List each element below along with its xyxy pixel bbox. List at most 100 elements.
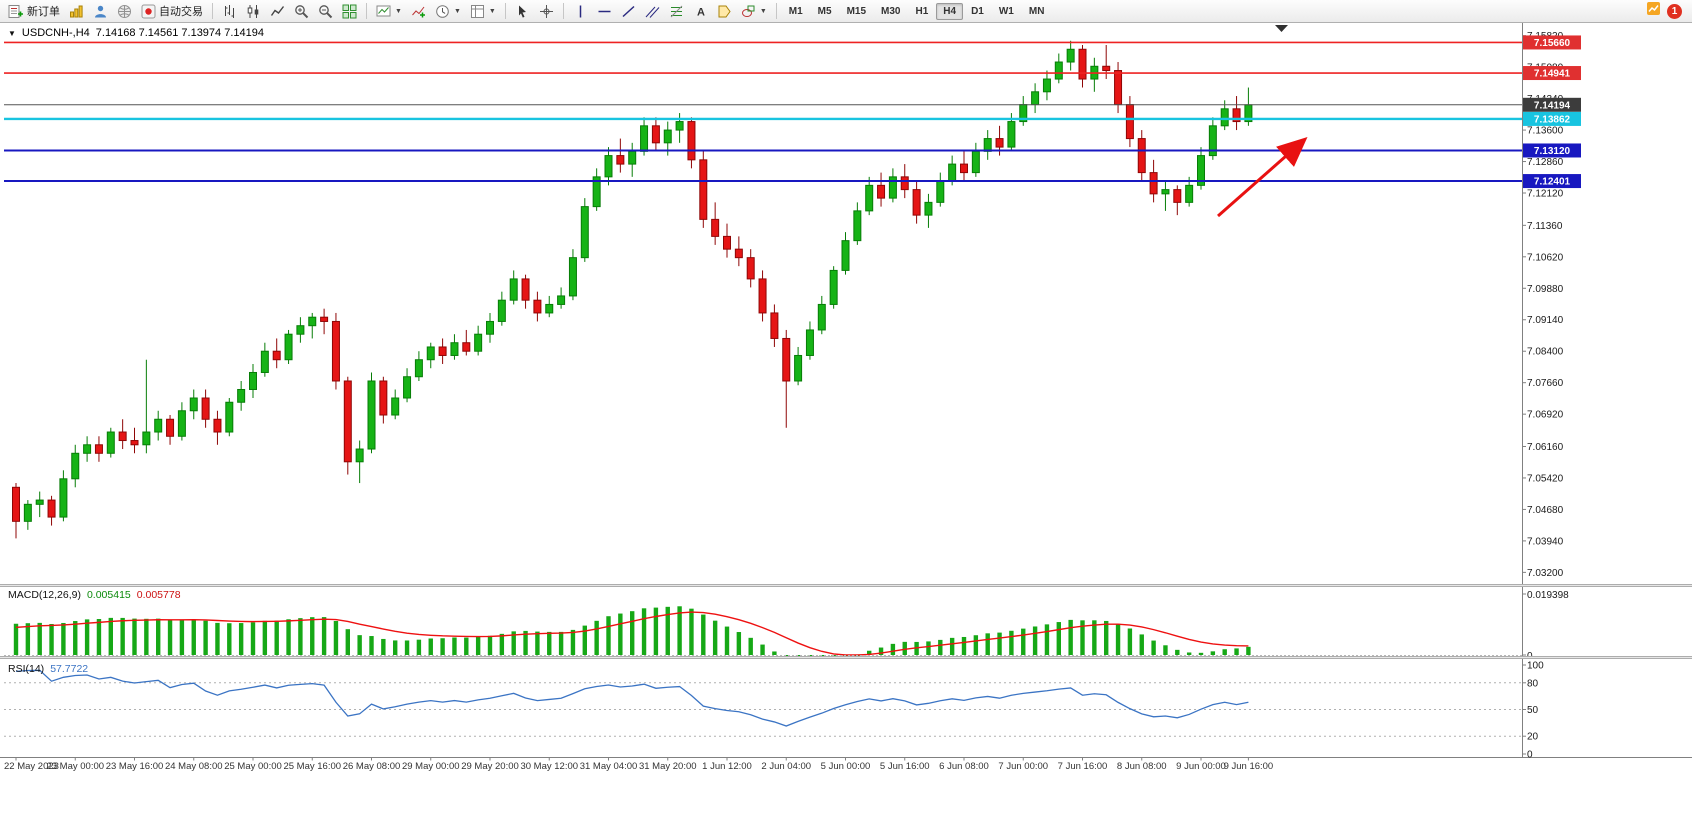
chevron-down-icon: ▼ [395,7,402,15]
crosshair-tool-button[interactable] [535,1,558,22]
horizontal-line-tool-button[interactable] [593,1,616,22]
new-order-button[interactable]: 新订单 [4,1,64,22]
zoom-out-button[interactable] [314,1,337,22]
svg-text:31 May 20:00: 31 May 20:00 [639,761,697,772]
chevron-down-icon: ▼ [488,7,496,15]
svg-text:2 Jun 04:00: 2 Jun 04:00 [761,761,811,772]
indicators-button[interactable] [407,1,430,22]
shapes-tool-button[interactable]: ▼ [737,1,771,22]
svg-text:7.13600: 7.13600 [1527,126,1564,137]
profile-button[interactable] [89,1,112,22]
new-order-label: 新订单 [27,6,60,18]
svg-text:7.09140: 7.09140 [1527,315,1564,326]
autotrading-button[interactable]: 自动交易 [137,1,207,22]
vertical-line-tool-button[interactable] [569,1,592,22]
new-chart-icon [376,4,391,19]
macd-signal-line [15,611,1249,656]
timeframe-w1[interactable]: W1 [998,5,1014,17]
tile-windows-button[interactable] [338,1,361,22]
svg-text:29 May 20:00: 29 May 20:00 [461,761,519,772]
timeframe-h4[interactable]: H4 [936,2,964,20]
panel-divider-macd[interactable] [0,584,1692,587]
cursor-tool-button[interactable] [511,1,534,22]
toolbar-separator [212,3,213,19]
text-tool-button[interactable]: A [689,1,712,22]
timeframe-d1[interactable]: D1 [971,5,984,17]
zoom-in-icon [294,4,309,19]
trendline-tool-button[interactable] [617,1,640,22]
svg-text:7.04680: 7.04680 [1527,505,1564,516]
rsi-level-lines [4,682,1522,737]
timeframe-m15[interactable]: M15 [846,5,867,17]
svg-text:7 Jun 16:00: 7 Jun 16:00 [1058,761,1108,772]
rsi-axis[interactable]: 100 80 50 20 0 [1522,661,1544,761]
candlestick-chart-type-button[interactable] [242,1,265,22]
community-badge-icon[interactable] [1646,1,1661,21]
macd-axis[interactable]: 0.0193980 [4,590,1569,662]
line-chart-type-button[interactable] [266,1,289,22]
bar-chart-type-button[interactable] [218,1,241,22]
svg-text:7.03940: 7.03940 [1527,536,1564,547]
price-level-lines[interactable] [4,41,1522,183]
label-tool-button[interactable] [713,1,736,22]
rsi-indicator-label: RSI(14) 57.7722 [8,663,88,675]
line-chart-icon [270,4,285,19]
price-badges: 7.15660 7.14941 7.14194 7.13862 7.13120 7.124… [1523,35,1581,189]
community-button[interactable] [113,1,136,22]
notification-badge[interactable]: 1 [1667,3,1682,19]
price-axis[interactable]: 7.158207.150807.143407.136007.128607.121… [1522,31,1564,579]
macd-histogram [13,606,1251,656]
timeframe-m5[interactable]: M5 [817,5,832,17]
svg-text:7.03200: 7.03200 [1527,568,1564,579]
periods-button[interactable]: ▼ [431,1,465,22]
chart-title: ▼ USDCNH-,H4 7.14168 7.14561 7.13974 7.1… [8,27,264,39]
chart-ohlc-values: 7.14168 7.14561 7.13974 7.14194 [95,27,264,39]
macd-indicator-label: MACD(12,26,9) 0.005415 0.005778 [8,589,181,601]
timeframe-mn[interactable]: MN [1028,5,1045,17]
svg-text:7.09880: 7.09880 [1527,284,1564,295]
fibonacci-tool-button[interactable] [665,1,688,22]
autotrading-label: 自动交易 [159,6,203,18]
svg-text:100: 100 [1527,661,1544,672]
zoom-out-icon [318,4,333,19]
timeframe-h1[interactable]: H1 [915,5,929,17]
chart-symbol-period: USDCNH-,H4 [21,27,90,39]
timeframe-m1[interactable]: M1 [788,5,803,17]
channel-tool-button[interactable] [641,1,664,22]
svg-text:20: 20 [1527,732,1539,743]
toolbar-separator [366,3,367,19]
toolbar-separator [504,3,506,19]
text-icon: A [693,4,708,19]
svg-text:7.14194: 7.14194 [1534,100,1571,111]
svg-text:A: A [697,6,705,18]
trendline-icon [621,4,636,19]
svg-text:26 May 08:00: 26 May 08:00 [343,761,401,772]
svg-text:24 May 08:00: 24 May 08:00 [165,761,223,772]
svg-text:5 Jun 16:00: 5 Jun 16:00 [880,761,930,772]
svg-text:7.07660: 7.07660 [1527,378,1564,389]
zoom-in-button[interactable] [290,1,313,22]
toolbar-separator [562,3,564,19]
rsi-value: 57.7722 [50,663,89,675]
chart-shift-marker[interactable] [1275,25,1288,32]
timeframe-m30[interactable]: M30 [881,5,901,17]
candles [12,40,1253,539]
svg-text:9 Jun 16:00: 9 Jun 16:00 [1224,761,1274,772]
trend-arrow-annotation[interactable] [1217,137,1308,218]
one-click-trading-toggle[interactable]: ▼ [8,28,16,38]
shapes-icon [741,4,756,19]
rsi-name: RSI(14) [8,663,45,675]
charts-icon [69,4,84,19]
charts-button[interactable] [65,1,88,22]
panel-divider-rsi[interactable] [0,656,1692,659]
vertical-line-icon [573,4,588,19]
autotrading-icon [141,4,156,19]
svg-text:7.14941: 7.14941 [1534,69,1571,80]
templates-button[interactable]: ▼ [466,1,500,22]
clock-icon [435,4,450,19]
new-chart-button[interactable]: ▼ [372,1,406,22]
profile-icon [93,4,108,19]
indicators-icon [411,4,426,19]
